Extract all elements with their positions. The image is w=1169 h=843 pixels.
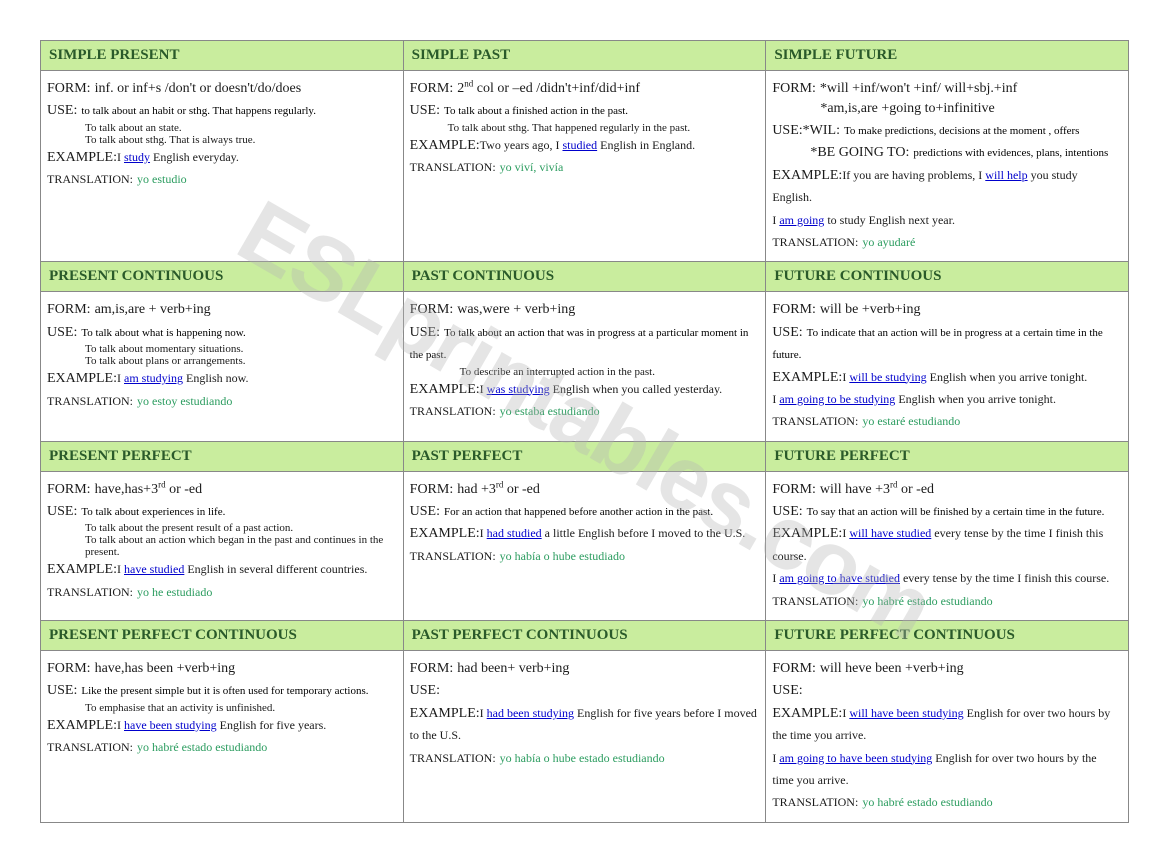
tense-header: FUTURE PERFECT CONTINUOUS [766, 621, 1129, 651]
tense-header: PRESENT PERFECT CONTINUOUS [41, 621, 404, 651]
tense-cell: FORM: have,has+3rd or -edUSE: To talk ab… [41, 471, 404, 620]
tense-header: PRESENT CONTINUOUS [41, 262, 404, 292]
tense-header: PAST PERFECT [403, 441, 766, 471]
example-link[interactable]: studied [562, 138, 597, 152]
example-link[interactable]: had studied [487, 526, 542, 540]
tense-cell: FORM: had +3rd or -edUSE: For an action … [403, 471, 766, 620]
tense-header: PRESENT PERFECT [41, 441, 404, 471]
example-link[interactable]: am going to be studying [779, 392, 895, 406]
example-link[interactable]: will help [985, 168, 1027, 182]
tense-header: PAST CONTINUOUS [403, 262, 766, 292]
example-link[interactable]: am going to have studied [779, 571, 900, 585]
example-link[interactable]: will have studied [849, 526, 931, 540]
example-link[interactable]: have been studying [124, 718, 217, 732]
example-link[interactable]: will be studying [849, 370, 926, 384]
tense-cell: FORM: am,is,are + verb+ingUSE: To talk a… [41, 292, 404, 441]
tense-cell: FORM: was,were + verb+ingUSE: To talk ab… [403, 292, 766, 441]
tense-cell: FORM: will heve been +verb+ingUSE:EXAMPL… [766, 651, 1129, 823]
example-link[interactable]: will have been studying [849, 706, 963, 720]
tense-header: SIMPLE PRESENT [41, 41, 404, 71]
tense-header: SIMPLE FUTURE [766, 41, 1129, 71]
tenses-table: SIMPLE PRESENTSIMPLE PASTSIMPLE FUTUREFO… [40, 40, 1129, 823]
tense-header: PAST PERFECT CONTINUOUS [403, 621, 766, 651]
tense-header: FUTURE CONTINUOUS [766, 262, 1129, 292]
tense-cell: FORM: inf. or inf+s /don't or doesn't/do… [41, 71, 404, 262]
example-link[interactable]: had been studying [487, 706, 574, 720]
tense-cell: FORM: will be +verb+ingUSE: To indicate … [766, 292, 1129, 441]
example-link[interactable]: have studied [124, 562, 184, 576]
tense-cell: FORM: will have +3rd or -edUSE: To say t… [766, 471, 1129, 620]
example-link[interactable]: am studying [124, 371, 183, 385]
tense-cell: FORM: 2nd col or –ed /didn't+inf/did+inf… [403, 71, 766, 262]
example-link[interactable]: am going to have been studying [779, 751, 932, 765]
example-link[interactable]: was studying [487, 382, 550, 396]
tense-cell: FORM: had been+ verb+ingUSE:EXAMPLE:I ha… [403, 651, 766, 823]
tense-header: FUTURE PERFECT [766, 441, 1129, 471]
tense-cell: FORM: *will +inf/won't +inf/ will+sbj.+i… [766, 71, 1129, 262]
example-link[interactable]: am going [779, 213, 824, 227]
example-link[interactable]: study [124, 150, 150, 164]
tense-header: SIMPLE PAST [403, 41, 766, 71]
tense-cell: FORM: have,has been +verb+ingUSE: Like t… [41, 651, 404, 823]
